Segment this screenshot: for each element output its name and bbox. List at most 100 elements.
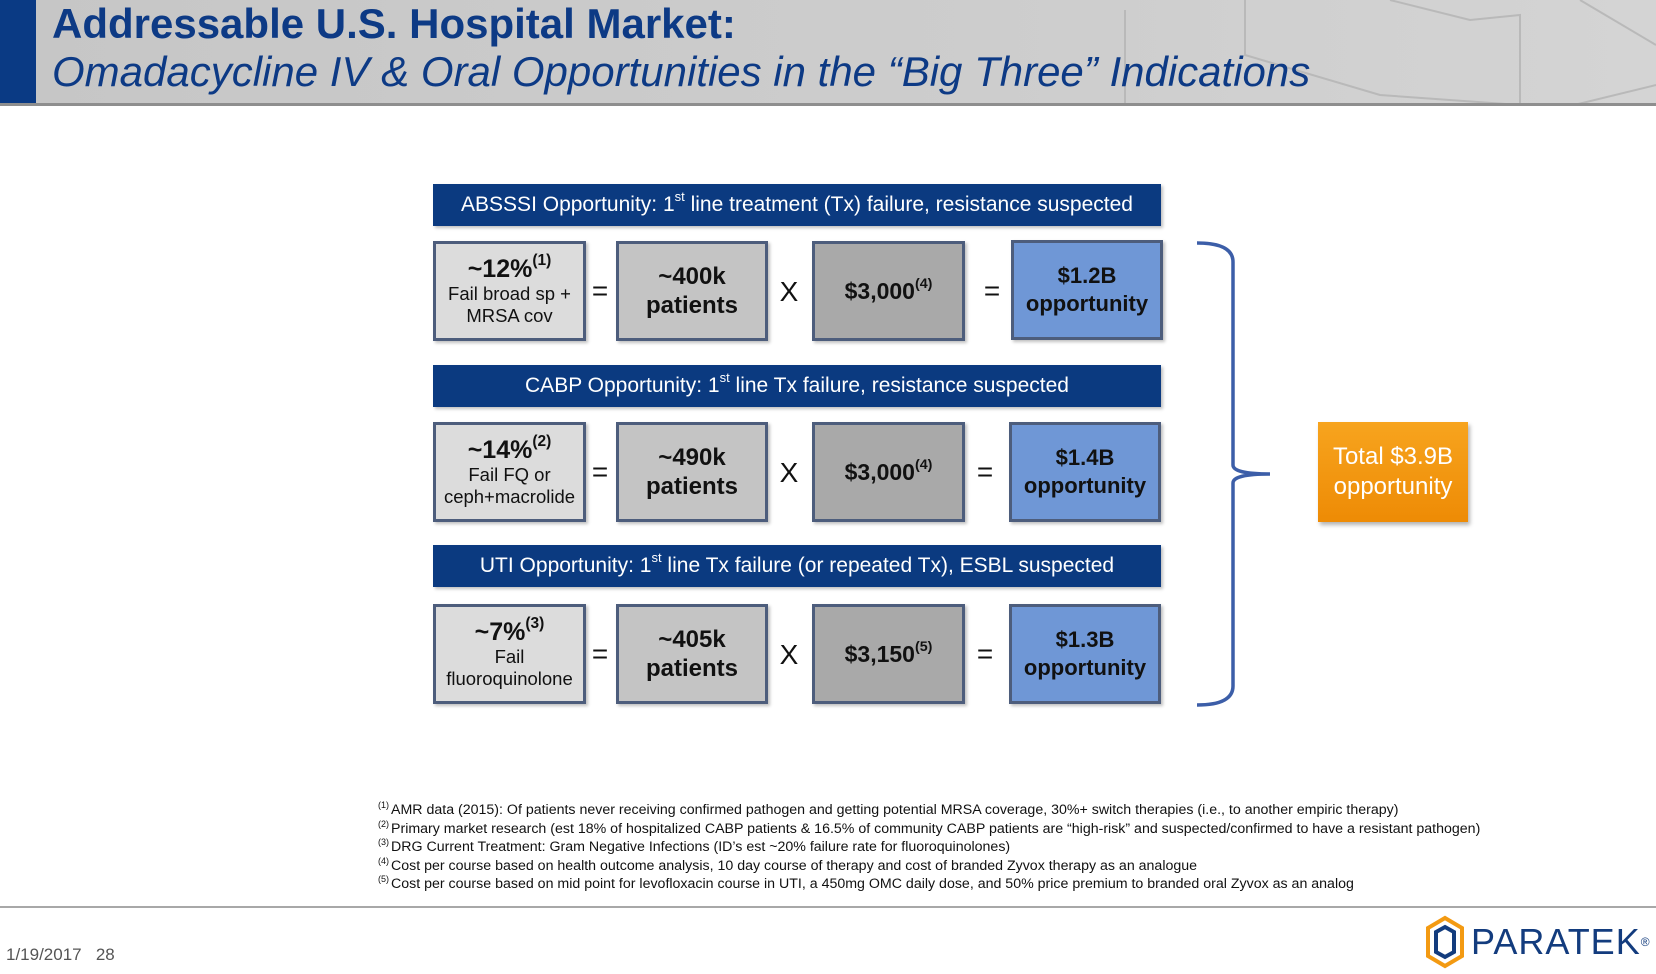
footnote: (1) AMR data (2015): Of patients never re… (378, 801, 1480, 820)
opportunity-value: $1.2B (1057, 263, 1117, 288)
patients-value: ~490k (658, 444, 726, 471)
patients-label: patients (645, 473, 738, 500)
footnote-ref: (1) (532, 252, 552, 270)
page-number: 28 (95, 945, 115, 964)
logo-wordmark: PARATEK (1471, 921, 1641, 962)
times-sign: X (779, 639, 799, 670)
equals-sign: = (591, 638, 609, 669)
banner-text: CABP Opportunity: 1 (525, 374, 720, 397)
uti-patients-box: ~405k patients (616, 604, 768, 704)
absssi-banner: ABSSSI Opportunity: 1st line treatment (… (433, 184, 1161, 226)
patients-label: patients (645, 292, 738, 319)
footnote-text: DRG Current Treatment: Gram Negative Inf… (391, 839, 1011, 855)
uti-opportunity-box: $1.3B opportunity (1009, 604, 1161, 704)
page-title: Addressable U.S. Hospital Market: (52, 0, 736, 47)
failure-rate-value: ~14% (467, 436, 533, 464)
banner-text: line Tx failure, resistance suspected (729, 374, 1069, 397)
cost-amount: $3,000 (844, 277, 915, 304)
cost-amount: $3,150 (844, 640, 915, 667)
equals-sign: = (976, 638, 994, 669)
footnote-ref: (5) (914, 638, 933, 655)
failure-rate: ~12%(1) (467, 252, 552, 283)
footnote-text: Cost per course based on mid point for l… (391, 876, 1354, 892)
equals-sign: = (591, 456, 609, 487)
footnote-ref: (4) (914, 456, 933, 473)
footnote-ref: (5) (378, 874, 389, 885)
absssi-failure-rate-box: ~12%(1) Fail broad sp + MRSA cov (433, 241, 586, 341)
footnote-ref: (3) (525, 615, 545, 633)
equals-sign: = (983, 275, 1001, 306)
banner-sup: st (674, 189, 685, 205)
footnote-ref: (4) (914, 275, 933, 292)
banner-sup: st (651, 550, 662, 566)
times-sign: X (779, 276, 799, 307)
opportunity-label: opportunity (1025, 291, 1149, 316)
cost-value: $3,000(4) (844, 275, 933, 305)
equals-sign: = (591, 275, 609, 306)
cost-value: $3,150(5) (844, 638, 933, 668)
opportunity-value: $1.4B (1055, 445, 1115, 470)
registered-mark: ® (1640, 935, 1650, 949)
banner-text: line treatment (Tx) failure, resistance … (684, 193, 1133, 216)
patients-value: ~405k (658, 626, 726, 653)
header-decoration (1124, 0, 1656, 103)
banner-text: ABSSSI Opportunity: 1 (461, 193, 675, 216)
slide-header: Addressable U.S. Hospital Market: Omadac… (0, 0, 1656, 106)
failure-desc-line2: fluoroquinolone (446, 668, 573, 689)
patients-label: patients (645, 655, 738, 682)
hexagon-logo-icon (1426, 915, 1464, 969)
failure-rate-value: ~7% (474, 618, 526, 646)
failure-desc-line1: Fail (494, 646, 525, 667)
banner-text: UTI Opportunity: 1 (479, 554, 652, 577)
footnote-ref: (1) (378, 800, 389, 811)
total-value: Total $3.9B (1332, 443, 1454, 470)
page-subtitle: Omadacycline IV & Oral Opportunities in … (52, 48, 1311, 95)
failure-rate-value: ~12% (467, 255, 533, 283)
footnote-text: Primary market research (est 18% of hosp… (391, 820, 1481, 837)
equals-sign: = (976, 456, 994, 487)
failure-rate: ~14%(2) (467, 433, 552, 464)
absssi-cost-box: $3,000(4) (812, 241, 965, 341)
paratek-logo: PARATEK ® (1425, 914, 1650, 970)
failure-desc-line1: Fail broad sp + (448, 283, 571, 304)
uti-banner: UTI Opportunity: 1st line Tx failure (or… (433, 545, 1161, 587)
header-accent-bar (0, 0, 36, 103)
footnotes: (1) AMR data (2015): Of patients never re… (378, 801, 1480, 894)
absssi-opportunity-box: $1.2B opportunity (1011, 240, 1163, 340)
failure-desc-line1: Fail FQ or (468, 464, 551, 485)
absssi-patients-box: ~400k patients (616, 241, 768, 341)
cabp-banner: CABP Opportunity: 1st line Tx failure, r… (433, 365, 1161, 407)
footer-divider (0, 906, 1656, 908)
footnote-ref: (2) (378, 818, 389, 829)
total-opportunity-box: Total $3.9B opportunity (1318, 422, 1468, 522)
footnote-ref: (4) (378, 855, 389, 866)
slide-date-page: 1/19/2017 28 (6, 945, 115, 965)
banner-sup: st (719, 370, 730, 386)
uti-cost-box: $3,150(5) (812, 604, 965, 704)
failure-desc-line2: MRSA cov (466, 305, 553, 326)
failure-rate: ~7%(3) (474, 615, 545, 646)
total-label: opportunity (1333, 473, 1453, 500)
uti-failure-rate-box: ~7%(3) Fail fluoroquinolone (433, 604, 586, 704)
cabp-patients-box: ~490k patients (616, 422, 768, 522)
patients-value: ~400k (658, 263, 726, 290)
cost-value: $3,000(4) (844, 456, 933, 486)
opportunity-label: opportunity (1023, 655, 1147, 680)
footnote-text: Cost per course based on health outcome … (391, 857, 1198, 874)
footnote: (4) Cost per course based on health outco… (378, 855, 1480, 876)
cabp-opportunity-box: $1.4B opportunity (1009, 422, 1161, 522)
banner-text: line Tx failure (or repeated Tx), ESBL s… (661, 554, 1115, 577)
footnote-text: AMR data (2015): Of patients never recei… (391, 802, 1399, 818)
cabp-failure-rate-box: ~14%(2) Fail FQ or ceph+macrolide (433, 422, 586, 522)
footnote-ref: (2) (532, 433, 552, 451)
failure-desc-line2: ceph+macrolide (443, 486, 576, 507)
cabp-cost-box: $3,000(4) (812, 422, 965, 522)
footnote: (3) DRG Current Treatment: Gram Negative … (378, 838, 1480, 857)
footnote-ref: (3) (378, 837, 389, 848)
right-brace (1196, 241, 1271, 707)
times-sign: X (779, 457, 799, 488)
opportunity-value: $1.3B (1055, 627, 1115, 652)
footnote: (5) Cost per course based on mid point fo… (378, 875, 1480, 894)
opportunity-label: opportunity (1023, 473, 1147, 498)
cost-amount: $3,000 (844, 458, 915, 485)
